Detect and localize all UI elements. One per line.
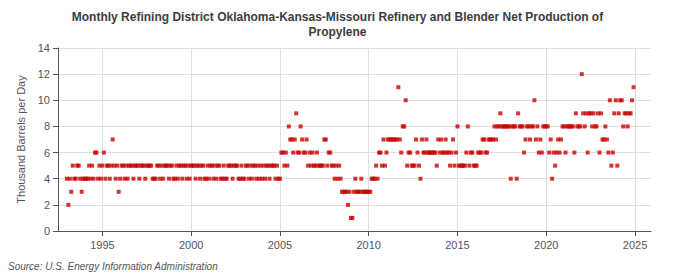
svg-text:2015: 2015 (445, 239, 469, 251)
svg-text:0: 0 (44, 225, 50, 237)
svg-text:2020: 2020 (534, 239, 558, 251)
svg-text:2025: 2025 (623, 239, 647, 251)
svg-text:10: 10 (38, 94, 50, 106)
svg-text:4: 4 (44, 173, 50, 185)
svg-text:Monthly Refining District Okla: Monthly Refining District Oklahoma-Kansa… (72, 10, 604, 24)
svg-text:12: 12 (38, 68, 50, 80)
svg-text:8: 8 (44, 120, 50, 132)
svg-text:2005: 2005 (268, 239, 292, 251)
svg-text:2000: 2000 (179, 239, 203, 251)
svg-text:2: 2 (44, 199, 50, 211)
svg-text:2010: 2010 (356, 239, 380, 251)
svg-text:Propylene: Propylene (308, 25, 366, 39)
svg-text:1995: 1995 (90, 239, 114, 251)
svg-text:Thousand Barrels per Day: Thousand Barrels per Day (15, 75, 27, 204)
svg-text:6: 6 (44, 147, 50, 159)
svg-text:14: 14 (38, 42, 50, 54)
svg-text:Source: U.S. Energy Informatio: Source: U.S. Energy Information Administ… (8, 261, 218, 272)
